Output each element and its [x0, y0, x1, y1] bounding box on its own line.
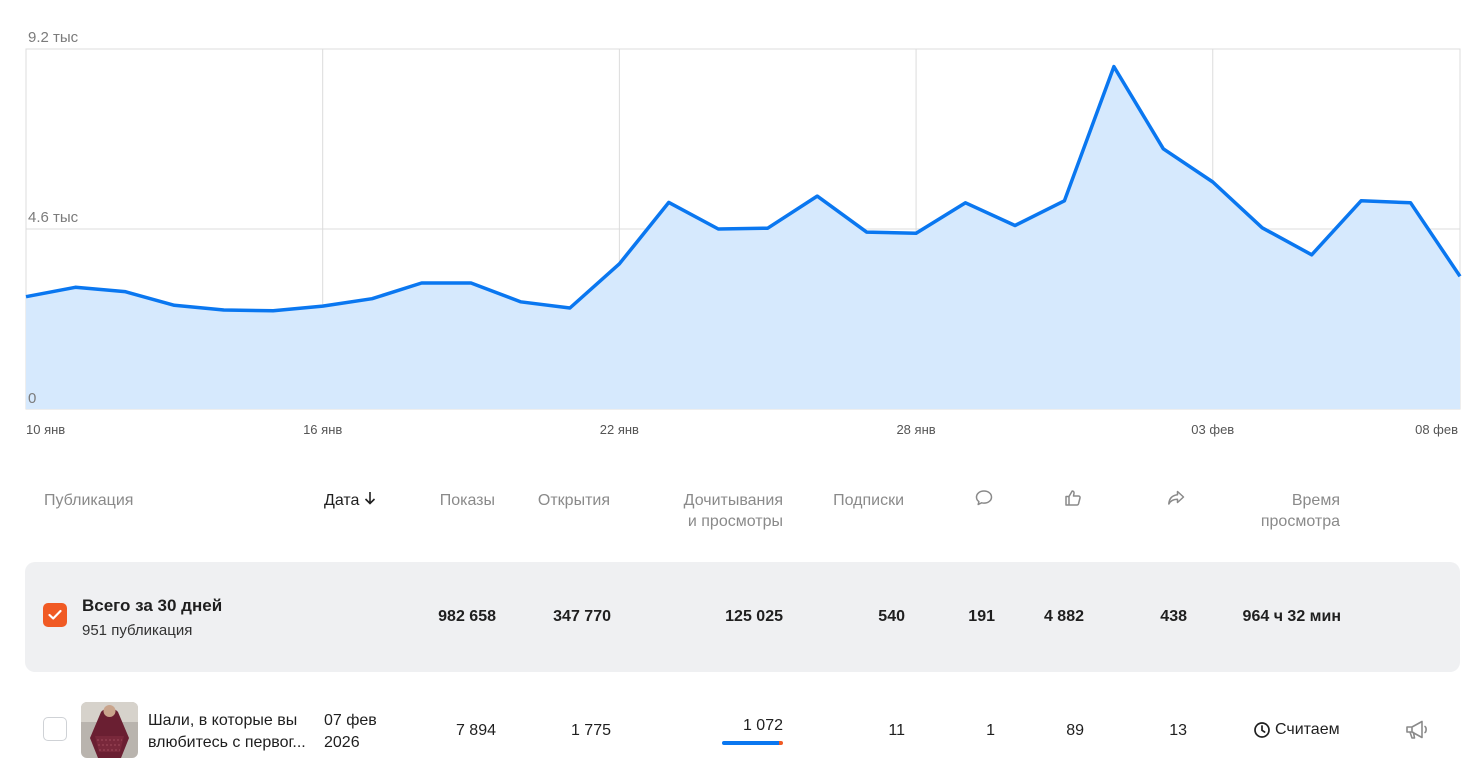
- chart-series-line: [25, 64, 1462, 313]
- totals-subtitle: 951 публикация: [82, 622, 193, 639]
- publication-title[interactable]: Шали, в которые вы влюбитесь с первог...: [148, 712, 306, 751]
- row-opens: 1 775: [570, 722, 611, 739]
- chart-area-fill: [26, 66, 1460, 409]
- header-watch-time[interactable]: Время просмотра: [1260, 492, 1340, 530]
- total-likes: 4 882: [1043, 608, 1084, 625]
- row-reads: 1 072: [742, 717, 783, 734]
- y-tick-label: 4.6 тыс: [28, 209, 79, 226]
- total-shows: 982 658: [438, 608, 496, 625]
- views-area-chart: 9.2 тыс 4.6 тыс 0 10 янв 16 янв 22 янв 28 янв 0…: [25, 29, 1462, 437]
- y-tick-label: 0: [28, 390, 36, 407]
- totals-title: Всего за 30 дней: [82, 596, 223, 615]
- header-shows[interactable]: Показы: [439, 492, 495, 509]
- publication-thumbnail[interactable]: [81, 702, 138, 758]
- promote-megaphone-icon[interactable]: [1404, 718, 1430, 747]
- total-shares: 438: [1160, 608, 1187, 625]
- reads-progress-bar: [722, 741, 783, 745]
- share-icon[interactable]: [1166, 488, 1186, 513]
- x-tick-label: 28 янв: [896, 422, 935, 437]
- row-likes: 89: [1066, 722, 1084, 739]
- row-shares: 13: [1169, 722, 1187, 739]
- total-opens: 347 770: [553, 608, 611, 625]
- like-icon[interactable]: [1063, 488, 1083, 513]
- header-subscriptions[interactable]: Подписки: [833, 492, 904, 509]
- sort-down-arrow-icon: [364, 492, 376, 509]
- total-subscriptions: 540: [878, 608, 905, 625]
- row-checkbox[interactable]: [43, 717, 67, 741]
- header-publication[interactable]: Публикация: [44, 492, 134, 509]
- totals-checkbox[interactable]: [43, 603, 67, 627]
- header-date-sort[interactable]: Дата: [324, 490, 376, 511]
- x-tick-label: 16 янв: [303, 422, 342, 437]
- total-comments: 191: [968, 608, 995, 625]
- total-reads: 125 025: [725, 608, 783, 625]
- x-tick-label: 03 фев: [1191, 422, 1234, 437]
- x-tick-label: 22 янв: [600, 422, 639, 437]
- x-tick-label: 10 янв: [26, 422, 65, 437]
- clock-icon: [1254, 722, 1270, 738]
- total-watch-time: 964 ч 32 мин: [1242, 608, 1341, 625]
- row-subscriptions: 11: [888, 722, 905, 739]
- check-icon: [48, 609, 62, 620]
- x-tick-label: 08 фев: [1415, 422, 1458, 437]
- publication-date: 07 фев 2026: [324, 712, 377, 751]
- header-reads[interactable]: Дочитывания и просмотры: [683, 492, 783, 530]
- row-watch-time: Считаем: [1253, 721, 1340, 739]
- row-shows: 7 894: [455, 722, 496, 739]
- comment-icon[interactable]: [974, 488, 994, 513]
- y-tick-label: 9.2 тыс: [28, 29, 79, 46]
- totals-row: [25, 562, 1460, 672]
- row-comments: 1: [986, 722, 995, 739]
- header-opens[interactable]: Открытия: [537, 492, 610, 509]
